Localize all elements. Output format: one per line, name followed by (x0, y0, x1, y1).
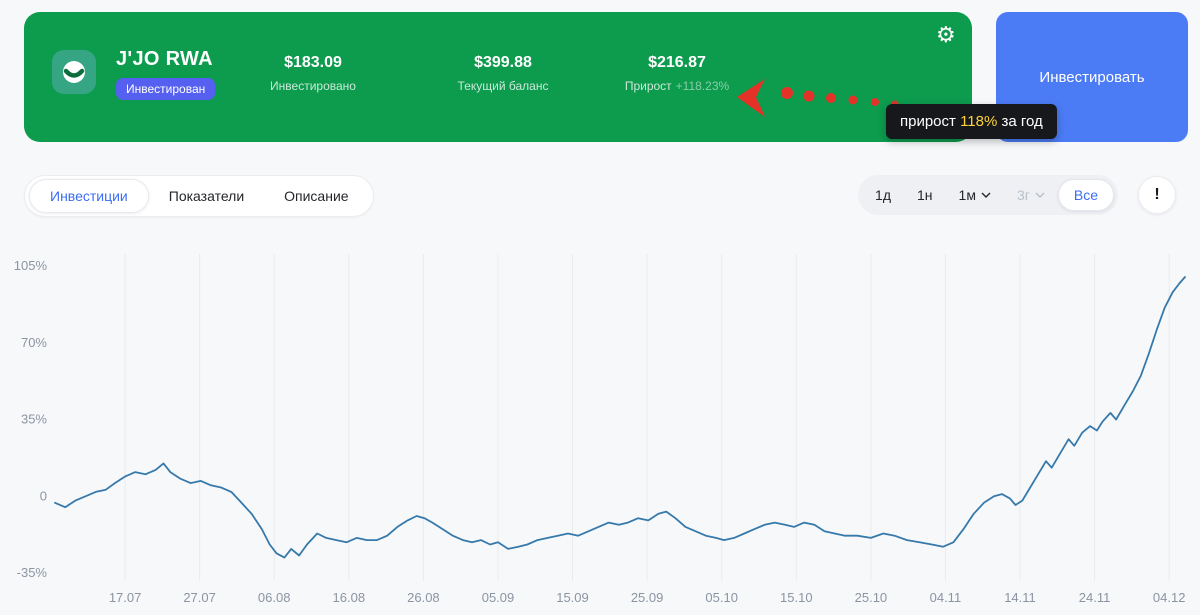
chevron-down-icon (981, 192, 991, 198)
svg-text:24.11: 24.11 (1079, 590, 1111, 605)
stat-balance-value: $399.88 (474, 54, 532, 71)
tab-investments[interactable]: Инвестиции (29, 179, 149, 213)
range-1d[interactable]: 1д (875, 187, 892, 203)
time-range-selector: 1д 1н 1м 3г Все (858, 175, 1118, 215)
line-chart-canvas[interactable]: 17.07 27.07 06.08 16.08 26.08 05.09 15.09 25.09… (0, 248, 1200, 613)
asset-logo-icon (52, 50, 96, 94)
settings-gear-icon[interactable]: ⚙ (936, 22, 956, 47)
stat-growth: $216.87 Прирост +118.23% (582, 54, 772, 93)
svg-text:05.09: 05.09 (482, 590, 515, 605)
svg-text:26.08: 26.08 (407, 590, 440, 605)
svg-text:25.09: 25.09 (631, 590, 664, 605)
asset-title: J'JO RWA (116, 48, 213, 70)
range-all[interactable]: Все (1057, 179, 1114, 211)
asset-banner: J'JO RWA Инвестирован $183.09 Инвестиров… (24, 12, 972, 142)
svg-text:16.08: 16.08 (333, 590, 366, 605)
svg-text:27.07: 27.07 (183, 590, 216, 605)
alert-button[interactable]: ! (1138, 176, 1176, 214)
invested-status-badge: Инвестирован (116, 78, 216, 100)
performance-chart[interactable]: 17.07 27.07 06.08 16.08 26.08 05.09 15.09 25.09… (0, 248, 1200, 613)
svg-text:15.09: 15.09 (556, 590, 589, 605)
tooltip-highlight: 118% (960, 113, 998, 130)
chevron-down-icon (1035, 192, 1045, 198)
stat-growth-delta: +118.23% (675, 79, 730, 93)
stat-invested-label: Инвестировано (270, 79, 356, 93)
stat-invested-value: $183.09 (284, 54, 342, 71)
svg-text:06.08: 06.08 (258, 590, 291, 605)
range-1m[interactable]: 1м (946, 179, 1004, 211)
tooltip-prefix: прирост (900, 113, 961, 130)
stat-growth-value: $216.87 (648, 54, 706, 71)
stat-balance-label: Текущий баланс (457, 79, 549, 93)
svg-text:35%: 35% (21, 412, 47, 427)
svg-text:-35%: -35% (17, 565, 48, 580)
range-3y[interactable]: 3г (1004, 179, 1058, 211)
svg-text:05.10: 05.10 (705, 590, 738, 605)
section-tabs: Инвестиции Показатели Описание (24, 175, 374, 217)
svg-text:17.07: 17.07 (109, 590, 142, 605)
svg-text:15.10: 15.10 (780, 590, 813, 605)
stat-invested: $183.09 Инвестировано (243, 54, 383, 93)
svg-text:0: 0 (40, 488, 47, 503)
tab-description[interactable]: Описание (284, 188, 349, 204)
tooltip-suffix: за год (997, 113, 1043, 130)
svg-text:04.11: 04.11 (930, 590, 962, 605)
range-1w[interactable]: 1н (917, 187, 933, 203)
svg-text:70%: 70% (21, 335, 47, 350)
svg-text:105%: 105% (14, 258, 48, 273)
growth-tooltip: прирост 118% за год (886, 104, 1057, 139)
stat-growth-label: Прирост +118.23% (624, 79, 730, 93)
tab-metrics[interactable]: Показатели (168, 188, 245, 204)
svg-text:14.11: 14.11 (1004, 590, 1036, 605)
svg-text:04.12: 04.12 (1153, 590, 1186, 605)
svg-text:25.10: 25.10 (855, 590, 888, 605)
stat-balance: $399.88 Текущий баланс (433, 54, 573, 93)
